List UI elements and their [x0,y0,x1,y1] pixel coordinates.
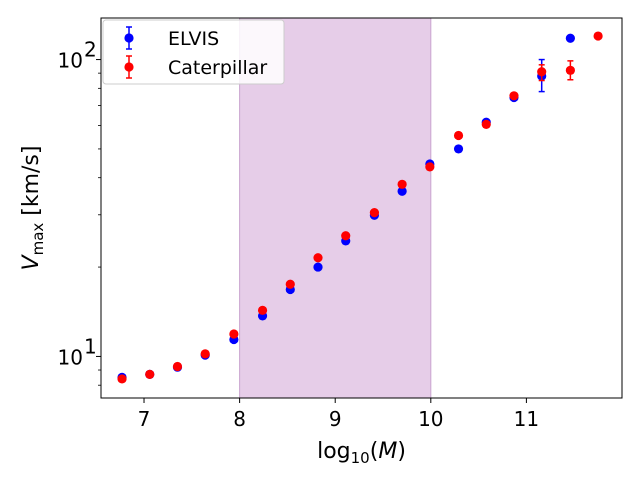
legend-box [102,19,285,85]
data-point [565,65,575,75]
y-tick-label-exponent: 2 [84,38,97,62]
y-tick-label: 10 [58,345,83,369]
axes-frame [100,17,623,399]
data-point [425,162,435,172]
data-point [200,349,210,359]
data-point [341,231,351,241]
data-point [481,119,491,129]
x-tick-label: 9 [329,407,342,431]
data-point [257,305,268,315]
data-point [117,374,127,384]
data-point [565,33,575,43]
legend-entry-caterpillar: Caterpillar [124,55,267,79]
legend-entry-elvis: ELVIS [124,26,219,50]
data-point [453,144,464,154]
legend-marker [124,33,134,43]
data-point [229,329,239,339]
data-point [453,130,464,141]
data-point [593,31,603,41]
data-point [285,279,295,289]
x-tick-label: 7 [138,407,151,431]
series-caterpillar [117,31,603,384]
data-point [397,179,407,189]
legend-marker [124,62,134,72]
legend-label: ELVIS [168,28,219,50]
data-point [369,208,380,218]
data-point [509,91,519,101]
x-tick-label: 10 [418,407,443,431]
data-point [397,186,407,196]
data-point [537,67,547,77]
data-marks [117,31,603,384]
y-tick-label-exponent: 1 [84,334,97,358]
data-point [145,369,155,379]
data-point [313,253,323,263]
x-tick-label: 11 [514,407,539,431]
x-tick-label: 8 [233,407,246,431]
y-tick-label: 10 [58,49,83,73]
y-axis-label: Vmax [km/s] [19,146,47,271]
data-point [172,361,183,372]
data-point [313,262,323,272]
x-axis-label: log10(M) [317,439,406,467]
legend: ELVIS Caterpillar [102,19,285,85]
legend-label: Caterpillar [168,57,267,79]
